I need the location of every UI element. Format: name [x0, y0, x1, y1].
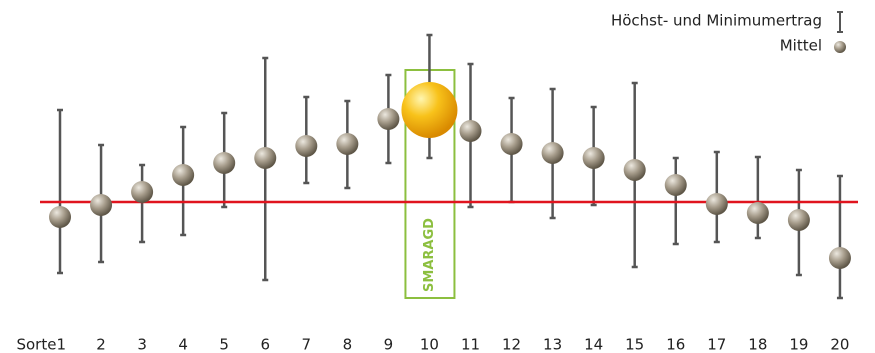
mean-marker [459, 120, 482, 142]
mean-marker [254, 147, 277, 169]
mean-marker [582, 147, 605, 169]
highlight-label: SMARAGD [422, 218, 437, 292]
x-tick-label: 6 [260, 336, 270, 353]
x-tick-label: 9 [384, 336, 394, 353]
x-tick-label: 10 [420, 336, 439, 353]
mean-marker [377, 108, 400, 130]
x-tick-label: 8 [343, 336, 353, 353]
mean-marker [787, 209, 810, 231]
x-tick-label: 13 [543, 336, 562, 353]
mean-marker [746, 202, 769, 224]
mean-marker [131, 181, 154, 203]
x-tick-label: 16 [666, 336, 685, 353]
x-tick-label: 15 [625, 336, 644, 353]
x-tick-label: 14 [584, 336, 603, 353]
x-tick-label: 7 [302, 336, 312, 353]
x-tick-label: 20 [830, 336, 849, 353]
x-tick-label: 19 [789, 336, 808, 353]
x-tick-label: 18 [748, 336, 767, 353]
x-tick-label: 3 [137, 336, 147, 353]
mean-marker [623, 159, 646, 181]
mean-marker [172, 164, 195, 186]
mean-marker [705, 193, 728, 215]
x-tick-label: 12 [502, 336, 521, 353]
x-tick-label: 5 [219, 336, 229, 353]
mean-marker [541, 142, 564, 164]
mean-marker [664, 174, 687, 196]
legend-label: Mittel [780, 37, 822, 55]
legend-label: Höchst- und Minimumertrag [611, 12, 822, 30]
mean-marker [49, 206, 71, 228]
mean-marker [295, 135, 318, 157]
mean-marker [336, 133, 359, 155]
mean-marker [500, 133, 523, 155]
x-tick-label: 2 [96, 336, 106, 353]
highlight-mean-marker [401, 82, 458, 138]
legend-swatch [834, 41, 846, 53]
mean-marker [828, 247, 851, 269]
x-tick-label: 4 [178, 336, 188, 353]
mean-marker [213, 152, 236, 174]
mean-marker [90, 194, 113, 216]
x-tick-label: 11 [461, 336, 480, 353]
x-tick-label: 17 [707, 336, 726, 353]
x-tick-label: Sorte1 [16, 336, 66, 353]
